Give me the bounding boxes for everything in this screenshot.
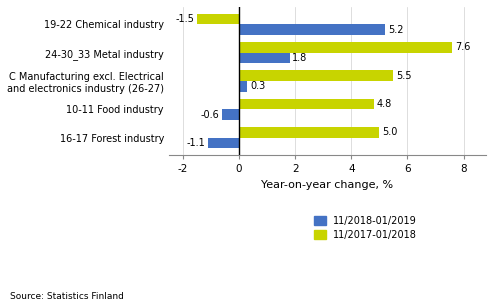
Text: 7.6: 7.6 bbox=[455, 42, 470, 52]
Text: 1.8: 1.8 bbox=[292, 53, 308, 63]
Bar bbox=[239, 98, 374, 109]
Bar bbox=[239, 53, 289, 64]
Bar bbox=[197, 14, 239, 24]
Text: Source: Statistics Finland: Source: Statistics Finland bbox=[10, 292, 124, 301]
Text: 5.5: 5.5 bbox=[396, 71, 412, 81]
Bar bbox=[239, 81, 247, 92]
Text: 0.3: 0.3 bbox=[250, 81, 265, 92]
Text: -0.6: -0.6 bbox=[201, 110, 219, 120]
Bar bbox=[239, 24, 385, 35]
Bar bbox=[222, 109, 239, 120]
Text: -1.5: -1.5 bbox=[175, 14, 194, 24]
Bar bbox=[239, 70, 393, 81]
Legend: 11/2018-01/2019, 11/2017-01/2018: 11/2018-01/2019, 11/2017-01/2018 bbox=[314, 216, 417, 240]
Bar bbox=[239, 127, 380, 137]
Bar bbox=[239, 42, 453, 53]
Text: -1.1: -1.1 bbox=[186, 138, 205, 148]
Bar bbox=[208, 137, 239, 148]
Text: 4.8: 4.8 bbox=[377, 99, 392, 109]
Text: 5.2: 5.2 bbox=[388, 25, 403, 35]
Text: 5.0: 5.0 bbox=[382, 127, 397, 137]
X-axis label: Year-on-year change, %: Year-on-year change, % bbox=[261, 180, 393, 190]
